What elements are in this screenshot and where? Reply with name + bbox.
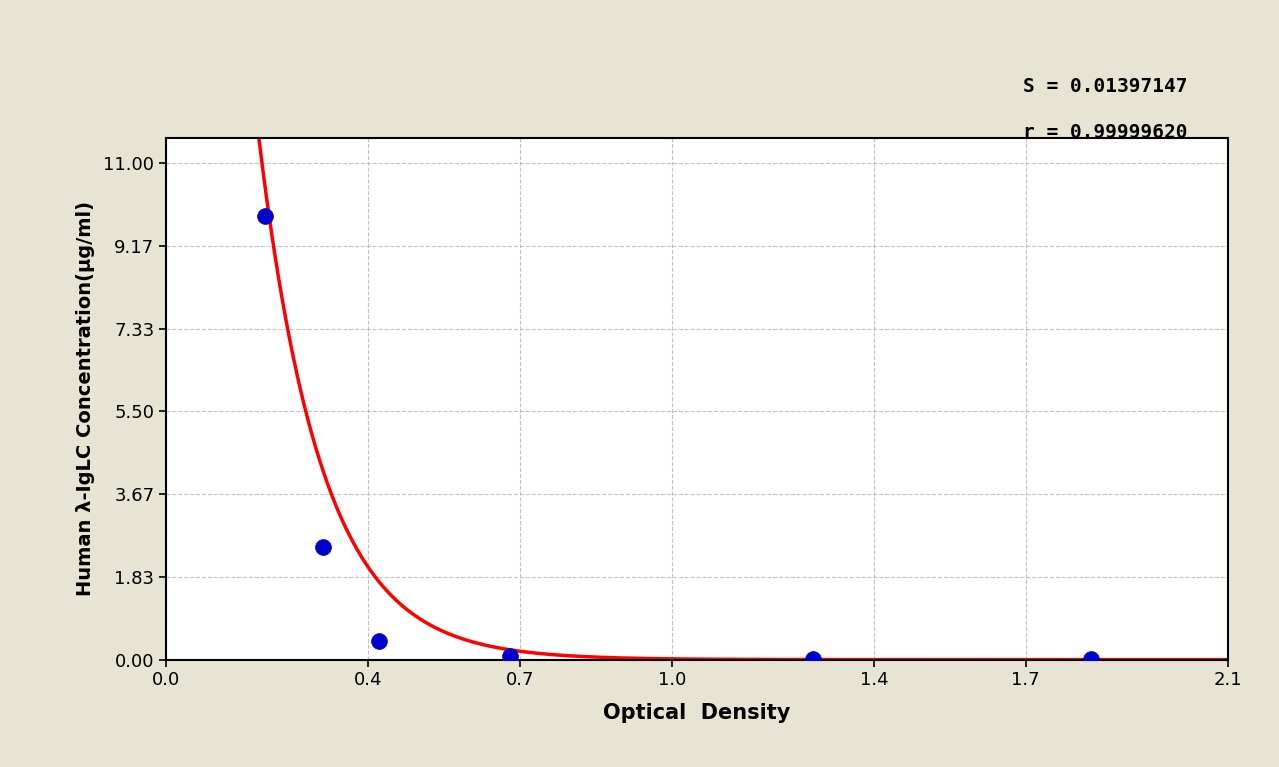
Text: S = 0.01397147: S = 0.01397147 xyxy=(1023,77,1188,96)
Point xyxy=(313,541,334,553)
Point xyxy=(255,209,275,222)
Y-axis label: Human λ-IgLC Concentration(μg/ml): Human λ-IgLC Concentration(μg/ml) xyxy=(77,202,95,596)
Point xyxy=(368,634,389,647)
Point xyxy=(1081,653,1101,665)
X-axis label: Optical  Density: Optical Density xyxy=(604,703,790,723)
Point xyxy=(500,650,521,663)
Text: r = 0.99999620: r = 0.99999620 xyxy=(1023,123,1188,142)
Point xyxy=(803,653,824,665)
